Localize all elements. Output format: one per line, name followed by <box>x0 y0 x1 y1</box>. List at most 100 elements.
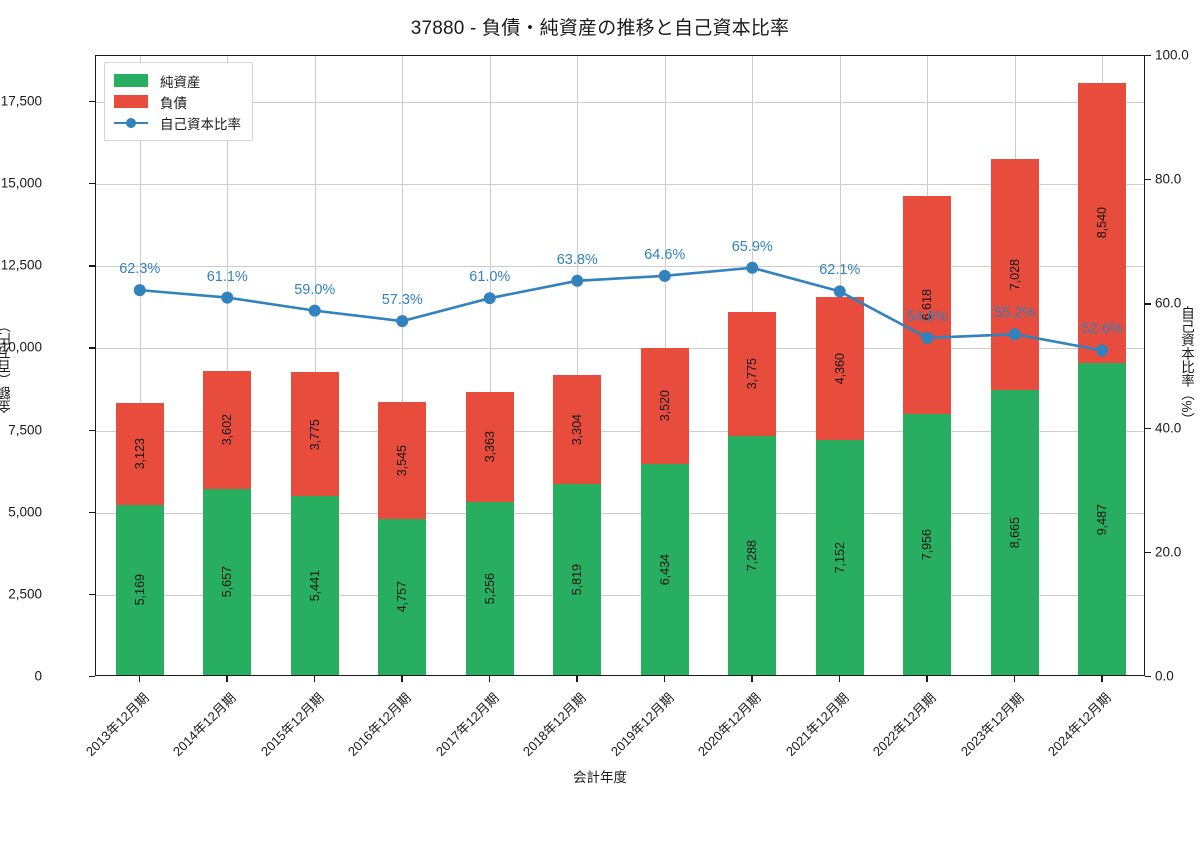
gridline-vertical <box>139 56 141 675</box>
bar-group[interactable]: 5,441 3,775 <box>290 54 339 675</box>
gridline-vertical <box>489 56 491 675</box>
y-axis-tickmark-primary <box>89 347 95 349</box>
ratio-marker[interactable] <box>658 269 671 282</box>
y-axis-tick-label-secondary: 80.0 <box>1155 171 1182 187</box>
bar-segment-liability[interactable]: 3,520 <box>640 347 689 464</box>
ratio-marker[interactable] <box>1096 344 1109 357</box>
ratio-marker[interactable] <box>396 315 409 328</box>
x-axis-tickmark <box>313 676 316 682</box>
legend-item-2[interactable]: 負債 <box>114 91 241 112</box>
bar-segment-liability[interactable]: 3,775 <box>728 311 777 436</box>
bar-segment-liability[interactable]: 4,360 <box>815 296 864 441</box>
bar-group[interactable]: 7,288 3,775 <box>728 54 777 675</box>
y-axis-tickmark-primary <box>89 265 95 267</box>
y-axis-tick-label-primary: 12,500 <box>0 257 42 273</box>
legend-label: 負債 <box>160 95 187 111</box>
x-axis-tickmark <box>1013 676 1016 682</box>
legend-item-3[interactable]: 自己資本比率 <box>114 112 241 133</box>
y-axis-tick-label-primary: 17,500 <box>0 93 42 109</box>
y-axis-tickmark-secondary <box>1145 676 1151 678</box>
gridline-horizontal <box>96 102 1144 103</box>
chart-figure: 37880 - 負債・純資産の推移と自己資本比率 金額（百万円） 自己資本比率（… <box>0 18 1194 785</box>
ratio-line <box>138 266 1104 352</box>
chart-legend[interactable]: 純資産負債 自己資本比率 <box>104 62 253 141</box>
gridline-horizontal <box>96 184 1144 186</box>
bar-segment-liability[interactable]: 6,618 <box>903 196 952 414</box>
legend-line-marker-icon <box>114 116 148 129</box>
x-axis-tickmark <box>1101 676 1103 682</box>
y-axis-tickmark-primary <box>89 676 95 678</box>
ratio-marker[interactable] <box>133 284 146 297</box>
ratio-marker[interactable] <box>1008 328 1021 341</box>
gridline-horizontal <box>96 512 1144 514</box>
x-axis-tickmark <box>663 676 666 682</box>
bar-group[interactable]: 5,819 3,304 <box>553 54 602 675</box>
bar-segment-equity[interactable]: 5,169 <box>115 505 164 675</box>
bar-segment-equity[interactable]: 5,819 <box>553 483 602 675</box>
bar-group[interactable]: 5,256 3,363 <box>465 54 514 675</box>
y-axis-tick-label-primary: 10,000 <box>0 339 42 355</box>
plot-area: 5,169 3,123 5,657 3,602 5,441 3,775 4,757 3,545… <box>95 55 1145 676</box>
bar-segment-equity[interactable]: 9,487 <box>1078 363 1127 675</box>
bar-group[interactable]: 7,152 4,360 <box>815 54 864 675</box>
bar-segment-equity[interactable]: 7,152 <box>815 440 864 675</box>
y-axis-tick-label-secondary: 100.0 <box>1155 47 1189 63</box>
gridline-horizontal <box>96 430 1144 432</box>
y-axis-tick-label-secondary: 20.0 <box>1155 544 1182 560</box>
x-axis-label: 会計年度 <box>573 770 627 785</box>
gridline-horizontal <box>96 348 1144 350</box>
legend-label: 純資産 <box>160 74 201 90</box>
bar-segment-liability[interactable]: 3,602 <box>203 370 252 490</box>
ratio-marker[interactable] <box>308 304 321 317</box>
y-axis-label-primary: 金額（百万円） <box>0 318 13 414</box>
bar-group[interactable]: 8,665 7,028 <box>990 54 1039 675</box>
bar-segment-liability[interactable]: 3,545 <box>378 402 427 519</box>
x-axis-tickmark <box>926 676 928 682</box>
ratio-marker[interactable] <box>221 291 234 304</box>
bar-segment-liability[interactable]: 3,304 <box>553 375 602 484</box>
y-axis-tickmark-secondary <box>1145 427 1151 429</box>
ratio-marker[interactable] <box>483 292 496 305</box>
bar-segment-equity[interactable]: 7,956 <box>903 413 952 675</box>
bar-segment-equity[interactable]: 4,757 <box>378 518 427 675</box>
y-axis-tick-label-primary: 0 <box>34 668 42 684</box>
bar-group[interactable]: 5,657 3,602 <box>203 54 252 675</box>
x-axis-tickmark <box>488 676 491 682</box>
bar-group[interactable]: 5,169 3,123 <box>115 54 164 675</box>
bar-segment-liability[interactable]: 3,363 <box>465 391 514 503</box>
ratio-marker[interactable] <box>746 261 759 274</box>
ratio-marker[interactable] <box>921 331 934 344</box>
y-axis-label-secondary: 自己資本比率（%） <box>1179 305 1194 427</box>
bar-group[interactable]: 4,757 3,545 <box>378 54 427 675</box>
y-axis-tickmark-secondary <box>1145 179 1151 181</box>
ratio-marker[interactable] <box>833 285 846 298</box>
x-axis-tickmark <box>751 676 753 682</box>
gridline-horizontal <box>96 266 1144 268</box>
bar-group[interactable]: 6,434 3,520 <box>640 54 689 675</box>
y-axis-tick-label-primary: 7,500 <box>8 422 42 438</box>
ratio-marker[interactable] <box>571 274 584 287</box>
bar-segment-equity[interactable]: 5,256 <box>465 502 514 675</box>
bar-segment-equity[interactable]: 8,665 <box>990 390 1039 675</box>
y-axis-tick-label-primary: 5,000 <box>8 504 42 520</box>
bar-segment-liability[interactable]: 3,123 <box>115 402 164 506</box>
bar-group[interactable]: 7,956 6,618 <box>903 54 952 675</box>
bar-segment-equity[interactable]: 5,657 <box>203 489 252 675</box>
y-axis-tickmark-secondary <box>1145 551 1151 554</box>
bar-segment-liability[interactable]: 3,775 <box>290 372 339 497</box>
y-axis-tickmark-primary <box>89 593 95 596</box>
x-axis-tickmark <box>226 676 228 682</box>
legend-item-1[interactable]: 純資産 <box>114 70 241 91</box>
bar-segment-equity[interactable]: 5,441 <box>290 496 339 675</box>
bar-segment-liability[interactable]: 8,540 <box>1078 82 1127 364</box>
x-axis-tickmark <box>838 676 841 682</box>
y-axis-tickmark-primary <box>89 101 95 103</box>
ratio-line-series <box>133 261 1109 357</box>
bar-segment-equity[interactable]: 7,288 <box>728 435 777 675</box>
gridline-vertical <box>402 56 404 675</box>
x-axis-tickmark <box>138 676 141 682</box>
bar-segment-liability[interactable]: 7,028 <box>990 159 1039 391</box>
bar-segment-equity[interactable]: 6,434 <box>640 463 689 675</box>
bar-group[interactable]: 9,487 8,540 <box>1078 54 1127 675</box>
legend-color-swatch <box>114 74 148 87</box>
